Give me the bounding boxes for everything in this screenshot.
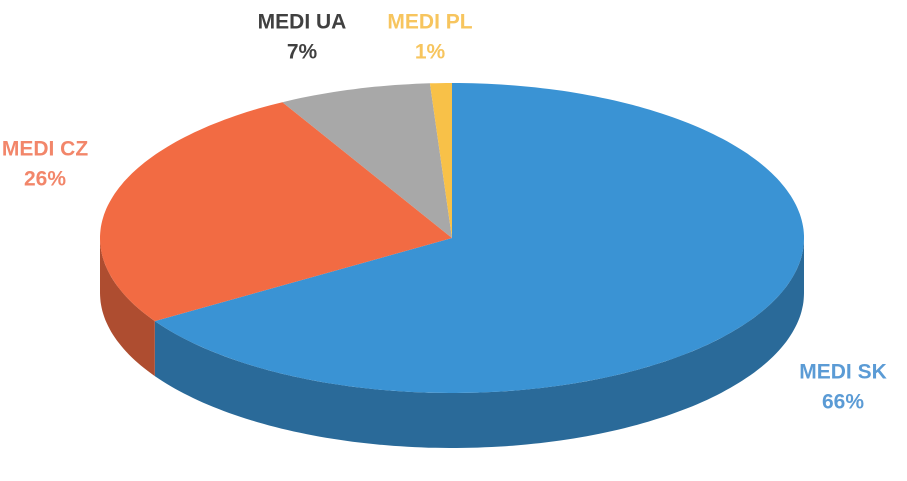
slice-label: MEDI PL — [387, 11, 472, 34]
slice-value-label: 7% — [287, 41, 318, 64]
slice — [429, 83, 452, 238]
slice-value-label: 66% — [822, 391, 864, 414]
slice — [100, 102, 452, 322]
slice — [154, 83, 805, 393]
slice-side — [154, 238, 805, 448]
slice-value-label: 26% — [24, 168, 66, 191]
slice-label: MEDI CZ — [2, 138, 89, 161]
slice-side — [100, 238, 155, 377]
slice — [282, 83, 452, 238]
slice-label: MEDI UA — [258, 11, 347, 34]
slice-value-label: 1% — [415, 41, 446, 64]
slice-label: MEDI SK — [799, 361, 887, 384]
